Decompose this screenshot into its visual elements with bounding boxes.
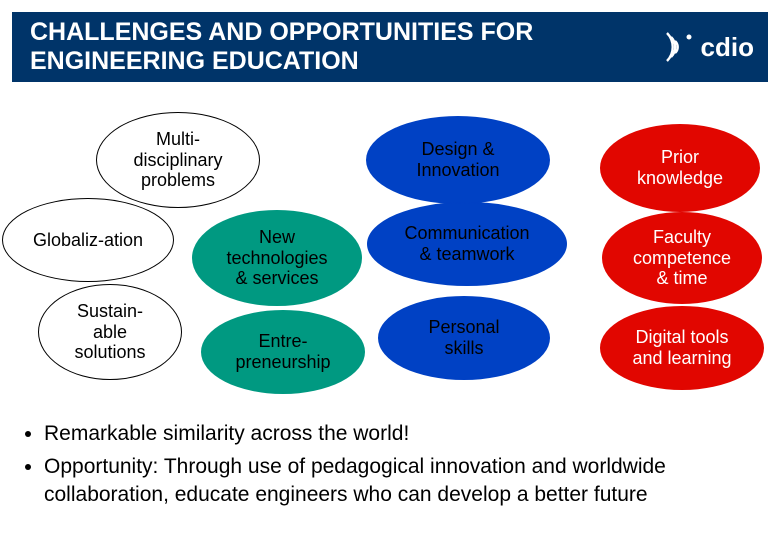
ellipse-prior: Priorknowledge <box>600 124 760 212</box>
cdio-logo-text: cdio <box>701 32 754 63</box>
ellipse-newtech: Newtechnologies& services <box>192 210 362 306</box>
cdio-logo: cdio <box>657 26 754 68</box>
ellipse-communication: Communication& teamwork <box>367 202 567 286</box>
ellipse-faculty: Facultycompetence& time <box>602 212 762 304</box>
ellipse-multidisciplinary: Multi-disciplinaryproblems <box>96 112 260 208</box>
ellipse-sustainable: Sustain-ablesolutions <box>38 284 182 380</box>
ellipse-entrepreneurship: Entre-preneurship <box>201 310 365 394</box>
ellipse-personal: Personalskills <box>378 296 550 380</box>
ellipse-digital: Digital toolsand learning <box>600 306 764 390</box>
bullet-item: Remarkable similarity across the world! <box>44 420 754 447</box>
slide-header: CHALLENGES AND OPPORTUNITIES FOR ENGINEE… <box>12 12 768 82</box>
ellipse-design: Design &Innovation <box>366 116 550 204</box>
bullet-list: Remarkable similarity across the world! … <box>34 420 754 514</box>
ellipse-globalization: Globaliz-ation <box>2 198 174 282</box>
cdio-logo-icon <box>657 26 699 68</box>
ellipse-diagram: Multi-disciplinaryproblems Globaliz-atio… <box>0 100 780 400</box>
bullet-item: Opportunity: Through use of pedagogical … <box>44 453 754 508</box>
slide-title: CHALLENGES AND OPPORTUNITIES FOR ENGINEE… <box>30 18 590 76</box>
